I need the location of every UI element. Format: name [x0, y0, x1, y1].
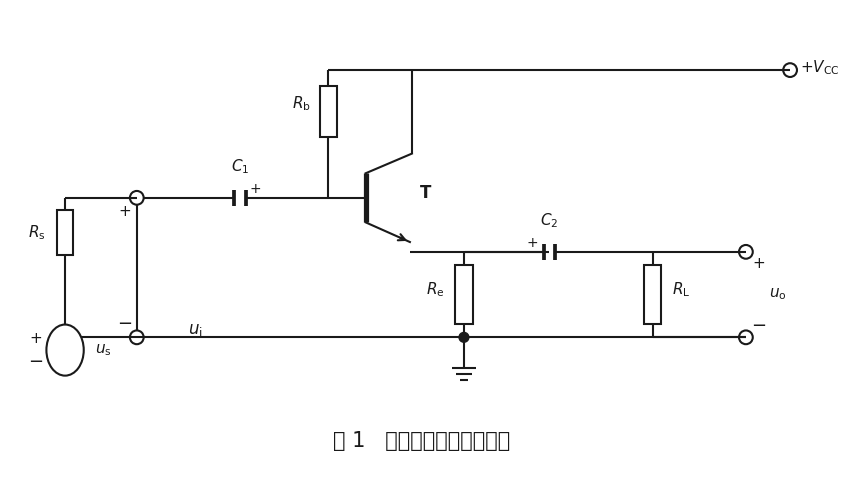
Text: +: + [752, 256, 765, 271]
Ellipse shape [47, 324, 84, 375]
Text: +: + [527, 236, 539, 250]
Text: $u_{\rm s}$: $u_{\rm s}$ [94, 342, 111, 358]
Text: −: − [28, 353, 43, 371]
Text: $u_{\rm o}$: $u_{\rm o}$ [769, 287, 787, 302]
Text: −: − [117, 315, 133, 333]
Bar [57, 209, 73, 255]
Text: $u_{\rm i}$: $u_{\rm i}$ [189, 321, 203, 339]
Text: 图 1   射极输出器的典型电路: 图 1 射极输出器的典型电路 [333, 431, 510, 451]
Circle shape [459, 333, 469, 342]
Text: +: + [250, 182, 262, 196]
Text: $R_{\rm e}$: $R_{\rm e}$ [426, 281, 445, 299]
Text: $R_{\rm s}$: $R_{\rm s}$ [28, 223, 45, 242]
Text: $+V_{\rm CC}$: $+V_{\rm CC}$ [800, 58, 840, 76]
Text: $R_{\rm b}$: $R_{\rm b}$ [292, 94, 311, 113]
Bar [455, 265, 473, 324]
Text: +: + [119, 204, 132, 219]
Text: $C_2$: $C_2$ [541, 211, 558, 230]
Bar [643, 265, 661, 324]
Text: $R_{\rm L}$: $R_{\rm L}$ [672, 281, 690, 299]
Text: T: T [420, 184, 431, 202]
Text: −: − [751, 317, 766, 335]
Text: +: + [29, 331, 42, 346]
Bar [320, 86, 337, 137]
Text: $C_1$: $C_1$ [230, 157, 249, 176]
